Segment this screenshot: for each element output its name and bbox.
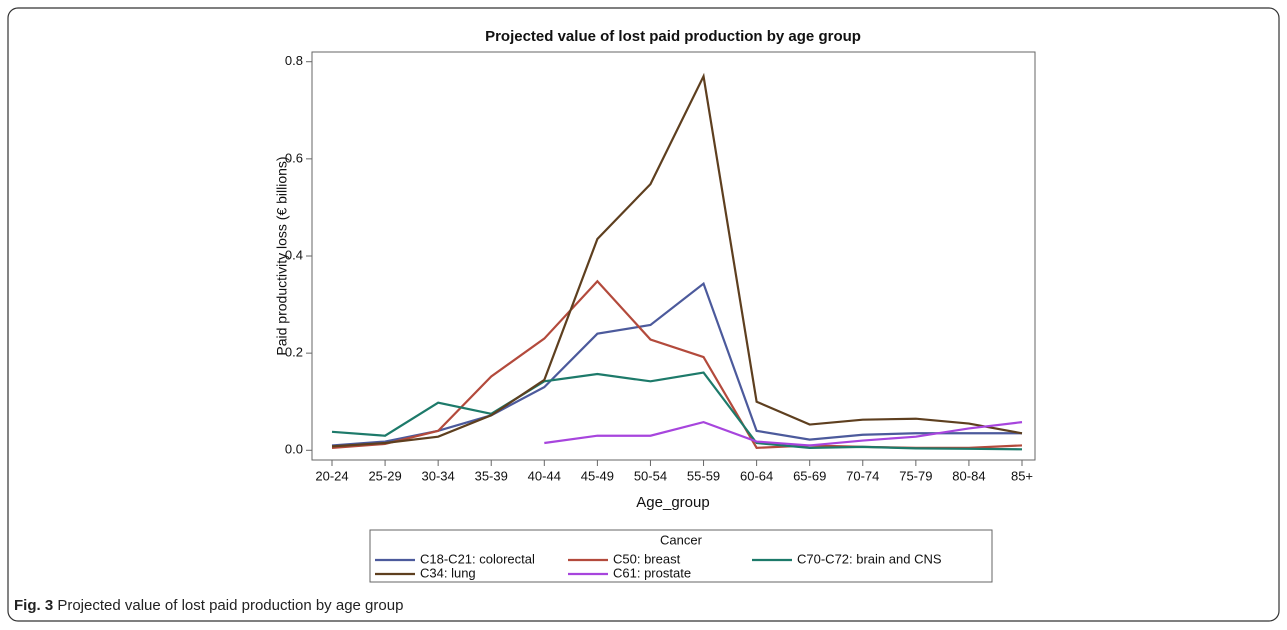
x-tick-label: 60-64 (740, 468, 773, 483)
series-line (331, 281, 1022, 447)
x-tick-label: 85+ (1011, 468, 1033, 483)
series-line (544, 420, 1023, 447)
x-tick-label: 50-54 (634, 468, 667, 483)
series-line (331, 371, 1023, 451)
legend-label: C50: breast (613, 551, 681, 566)
caption: Fig. 3 Projected value of lost paid prod… (14, 597, 403, 614)
legend-label: C70-C72: brain and CNS (797, 551, 942, 566)
y-tick-label: 0.4 (285, 247, 303, 262)
legend-box (369, 529, 993, 583)
x-tick-label: 35-39 (475, 468, 508, 483)
y-axis-label: Paid productivity loss (€ billions) (274, 156, 290, 355)
y-tick-label: 0.8 (285, 53, 303, 68)
x-tick-label: 70-74 (846, 468, 879, 483)
x-tick-label: 55-59 (687, 468, 720, 483)
y-tick-label: 0.2 (285, 345, 303, 360)
x-axis-label: Age_group (636, 494, 709, 511)
legend-label: C34: lung (420, 565, 476, 580)
x-tick-label: 25-29 (368, 468, 401, 483)
series-line (331, 279, 1023, 449)
chart-title: Projected value of lost paid production … (485, 28, 861, 45)
plot-frame (311, 51, 1036, 461)
x-tick-label: 40-44 (528, 468, 561, 483)
caption-text: Projected value of lost paid production … (57, 597, 404, 614)
legend-label: C61: prostate (613, 565, 691, 580)
y-tick-label: 0.0 (285, 442, 303, 457)
y-tick-label: 0.6 (285, 150, 303, 165)
x-tick-label: 30-34 (422, 468, 455, 483)
legend-title: Cancer (660, 532, 703, 547)
legend-label: C18-C21: colorectal (420, 551, 535, 566)
x-tick-label: 75-79 (899, 468, 932, 483)
x-tick-label: 20-24 (315, 468, 348, 483)
figure-frame (7, 7, 1280, 622)
series-line (331, 72, 1023, 448)
x-tick-label: 80-84 (952, 468, 985, 483)
x-tick-label: 45-49 (581, 468, 614, 483)
caption-label: Fig. 3 (14, 597, 54, 614)
x-tick-label: 65-69 (793, 468, 826, 483)
